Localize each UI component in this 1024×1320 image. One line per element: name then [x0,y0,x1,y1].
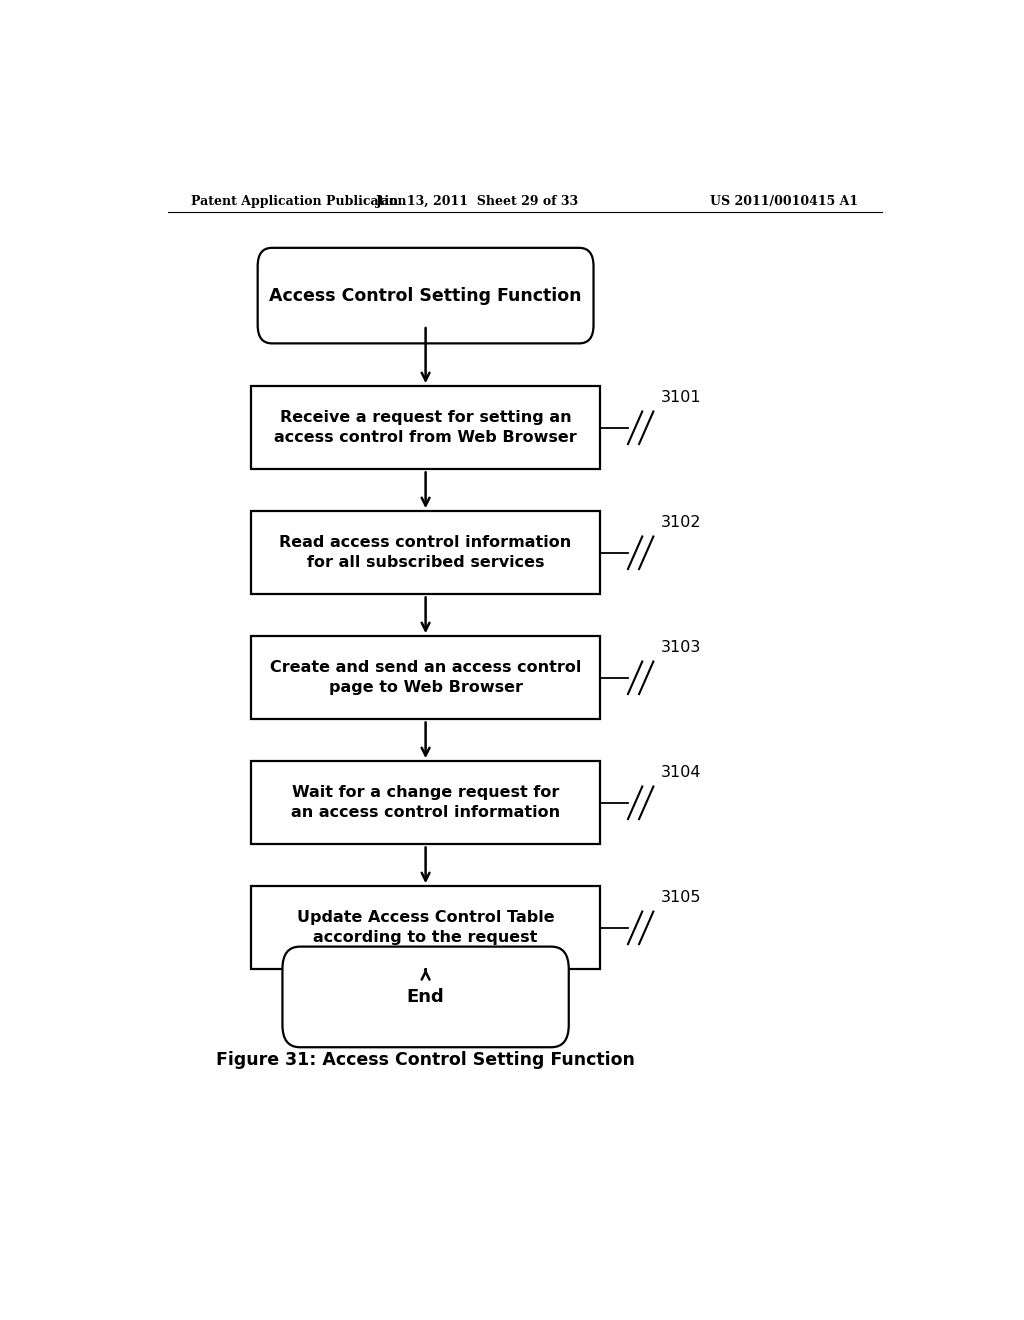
Text: Create and send an access control
page to Web Browser: Create and send an access control page t… [270,660,582,696]
Text: Patent Application Publication: Patent Application Publication [191,194,407,207]
Text: 3102: 3102 [662,515,701,531]
Text: 3104: 3104 [662,766,701,780]
Text: Read access control information
for all subscribed services: Read access control information for all … [280,536,571,570]
Text: Jan. 13, 2011  Sheet 29 of 33: Jan. 13, 2011 Sheet 29 of 33 [376,194,579,207]
FancyBboxPatch shape [283,946,568,1047]
FancyBboxPatch shape [251,385,600,470]
FancyBboxPatch shape [251,636,600,719]
Text: Update Access Control Table
according to the request: Update Access Control Table according to… [297,911,554,945]
FancyBboxPatch shape [251,886,600,969]
FancyBboxPatch shape [251,511,600,594]
FancyBboxPatch shape [258,248,594,343]
Text: Figure 31: Access Control Setting Function: Figure 31: Access Control Setting Functi… [216,1051,635,1069]
Text: End: End [407,987,444,1006]
Text: Wait for a change request for
an access control information: Wait for a change request for an access … [291,785,560,820]
Text: Receive a request for setting an
access control from Web Browser: Receive a request for setting an access … [274,411,577,445]
Text: 3103: 3103 [662,640,701,656]
Text: Access Control Setting Function: Access Control Setting Function [269,286,582,305]
Text: 3105: 3105 [662,891,701,906]
Text: 3101: 3101 [662,391,701,405]
FancyBboxPatch shape [251,762,600,845]
Text: US 2011/0010415 A1: US 2011/0010415 A1 [710,194,858,207]
